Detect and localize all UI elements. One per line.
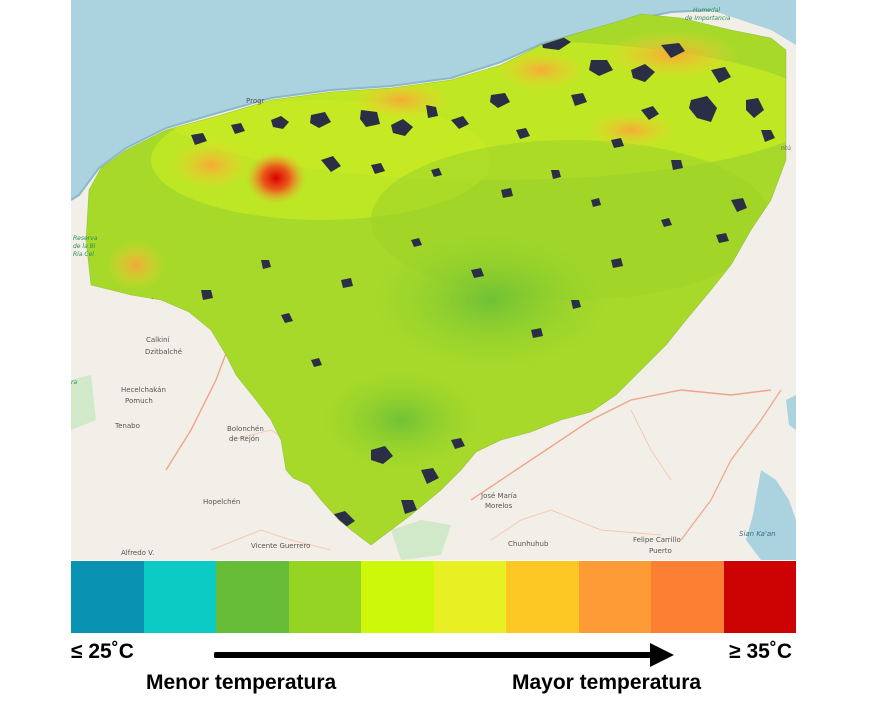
temperature-map[interactable]: Calkiní Dzitbalché Hecelchakán Pomuch Te… (71, 0, 796, 560)
place-ria-cel: Ría Cel (73, 251, 94, 258)
place-bolonchen: Bolonchén (227, 425, 264, 433)
scale-swatch-4 (288, 561, 361, 633)
scale-min-label: ≤ 25˚C (71, 640, 134, 663)
place-de-la-bi: de la Bi (73, 243, 96, 250)
scale-max-label: ≥ 35˚C (729, 640, 792, 663)
scale-swatch-7 (506, 561, 579, 633)
place-jose-maria: José María (480, 492, 517, 500)
place-morelos: Morelos (485, 502, 513, 510)
place-sian-kaan: Sian Ka'an (739, 530, 776, 538)
lagoon (746, 470, 796, 560)
place-dzitbalche: Dzitbalché (145, 348, 182, 356)
place-de-rejon: de Rejón (229, 435, 260, 443)
place-ra: ra (71, 379, 77, 386)
place-hecelchakan: Hecelchakán (121, 386, 166, 394)
place-alfredo-v: Alfredo V. (121, 549, 154, 557)
scale-swatch-1 (71, 561, 144, 633)
place-puerto: Puerto (649, 547, 672, 555)
road-chunhuhub (490, 509, 662, 541)
scale-swatch-2 (143, 561, 216, 633)
scale-swatch-10 (723, 561, 796, 633)
scale-swatch-9 (651, 561, 724, 633)
temperature-scale (71, 561, 796, 633)
place-pomuch: Pomuch (125, 397, 153, 405)
place-humedal: Humedal (693, 7, 720, 14)
place-tenabo: Tenabo (114, 422, 140, 430)
road-east (470, 389, 772, 501)
place-ntu: ntú (781, 145, 791, 152)
reserve-patch (391, 520, 451, 560)
place-chunhuhub: Chunhuhub (508, 540, 549, 548)
road-south (210, 529, 332, 551)
scale-swatch-5 (361, 561, 434, 633)
scale-swatch-6 (433, 561, 506, 633)
reserve-west (71, 375, 96, 430)
place-reserva: Reserva (73, 235, 98, 242)
place-calkini: Calkiní (146, 336, 171, 344)
low-temperature-caption: Menor temperatura (146, 671, 337, 694)
scale-swatch-3 (216, 561, 289, 633)
map-svg: Calkiní Dzitbalché Hecelchakán Pomuch Te… (71, 0, 796, 560)
arrow-right-icon (214, 643, 674, 667)
high-temperature-caption: Mayor temperatura (512, 671, 702, 694)
lagoon-north (786, 395, 796, 430)
place-de-importancia: de Importancia (685, 15, 731, 22)
place-vicente-guerrero: Vicente Guerrero (251, 542, 310, 550)
place-felipe-carrillo: Felipe Carrillo (633, 536, 681, 544)
road-minor (630, 409, 672, 481)
gulf-of-mexico (71, 0, 796, 200)
place-hopelchen: Hopelchén (203, 498, 240, 506)
place-progreso: Progr (246, 97, 265, 105)
raster-outline (85, 13, 787, 546)
road-carrillo (680, 389, 782, 541)
scale-swatch-8 (578, 561, 651, 633)
